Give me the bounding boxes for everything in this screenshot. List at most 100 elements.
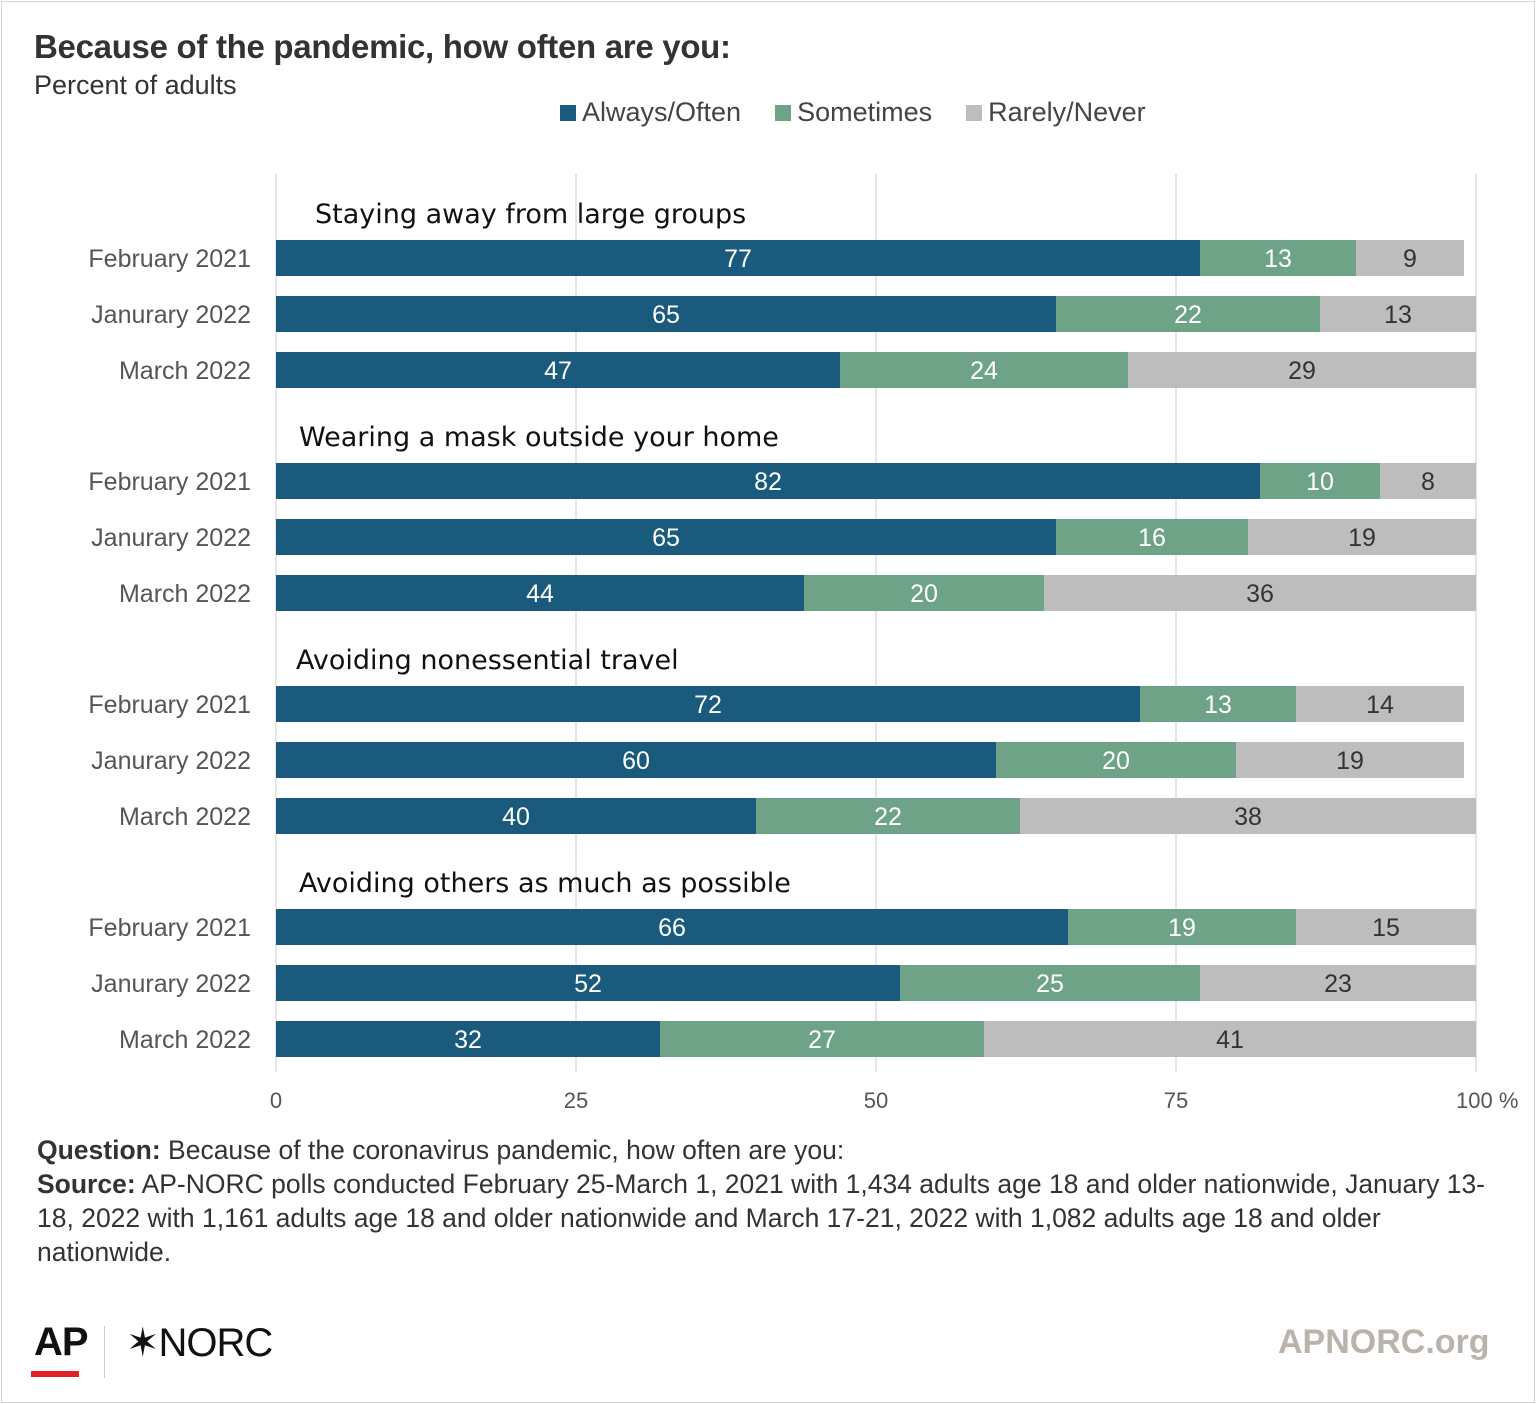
group-title: Wearing a mask outside your home <box>299 422 779 453</box>
legend-swatch-rarely-never <box>966 104 983 121</box>
bar-segment-sometimes <box>804 575 1044 611</box>
bar-segment-rarely-never <box>1200 965 1476 1001</box>
data-label: 24 <box>970 357 998 385</box>
row-label: Janurary 2022 <box>91 301 251 329</box>
question-label: Question: <box>37 1135 161 1165</box>
bar-segment-sometimes <box>756 798 1020 834</box>
row-label: February 2021 <box>88 468 251 496</box>
group-title: Avoiding others as much as possible <box>299 868 791 899</box>
bar-segment-sometimes <box>900 965 1200 1001</box>
bar-segment-sometimes <box>1260 463 1380 499</box>
bar-segment-sometimes <box>1056 519 1248 555</box>
legend-label-rarely-never: Rarely/Never <box>988 97 1146 127</box>
bar-segment-rarely-never <box>1044 575 1476 611</box>
data-label: 19 <box>1168 914 1196 942</box>
legend-label-always-often: Always/Often <box>582 97 742 127</box>
question-text: Because of the coronavirus pandemic, how… <box>160 1135 845 1165</box>
bar-segment-rarely-never <box>1296 909 1476 945</box>
data-label: 65 <box>652 524 680 552</box>
bar-segment-always-often <box>276 742 996 778</box>
bar-segment-rarely-never <box>1128 352 1476 388</box>
bar-segment-always-often <box>276 296 1056 332</box>
bar-segment-rarely-never <box>1248 519 1476 555</box>
bar-segment-rarely-never <box>1296 686 1464 722</box>
bar-segment-always-often <box>276 463 1260 499</box>
row-label: March 2022 <box>119 803 251 831</box>
logo-divider <box>104 1326 105 1378</box>
source-note: Source: AP-NORC polls conducted February… <box>37 1167 1497 1269</box>
data-label: 19 <box>1348 524 1376 552</box>
bar-segment-sometimes <box>840 352 1128 388</box>
source-text: AP-NORC polls conducted February 25-Marc… <box>37 1169 1486 1267</box>
group-title: Staying away from large groups <box>315 199 746 230</box>
bar-segment-always-often <box>276 686 1140 722</box>
data-label: 14 <box>1366 691 1394 719</box>
data-label: 52 <box>574 970 602 998</box>
data-label: 13 <box>1384 301 1412 329</box>
bar-segment-always-often <box>276 1021 660 1057</box>
chart-subtitle: Percent of adults <box>34 70 237 100</box>
bar-segment-rarely-never <box>984 1021 1476 1057</box>
source-label: Source: <box>37 1169 136 1199</box>
data-label: 60 <box>622 747 650 775</box>
bar-segment-rarely-never <box>1320 296 1476 332</box>
bar-segment-sometimes <box>1200 240 1356 276</box>
row-label: March 2022 <box>119 1026 251 1054</box>
ap-logo-underline <box>31 1371 79 1377</box>
x-tick-label: 75 <box>1164 1088 1188 1113</box>
data-label: 72 <box>694 691 722 719</box>
data-label: 23 <box>1324 970 1352 998</box>
chart-title: Because of the pandemic, how often are y… <box>34 28 731 65</box>
data-label: 29 <box>1288 357 1316 385</box>
chart-notes: Question: Because of the coronavirus pan… <box>37 1133 1497 1269</box>
data-label: 44 <box>526 580 554 608</box>
data-label: 15 <box>1372 914 1400 942</box>
legend-item-rarely-never: Rarely/Never <box>966 97 1146 128</box>
x-tick-label: 50 <box>864 1088 888 1113</box>
bar-segment-always-often <box>276 352 840 388</box>
data-label: 66 <box>658 914 686 942</box>
bar-segment-rarely-never <box>1380 463 1476 499</box>
bar-segment-always-often <box>276 909 1068 945</box>
bar-segment-sometimes <box>1068 909 1296 945</box>
data-label: 20 <box>910 580 938 608</box>
legend-item-always-often: Always/Often <box>560 97 741 128</box>
data-label: 65 <box>652 301 680 329</box>
bar-segment-always-often <box>276 965 900 1001</box>
bar-segment-always-often <box>276 798 756 834</box>
x-tick-label: 100 % <box>1456 1088 1518 1113</box>
legend-swatch-sometimes <box>775 104 792 121</box>
x-tick-label: 25 <box>564 1088 588 1113</box>
row-label: Janurary 2022 <box>91 970 251 998</box>
data-label: 41 <box>1216 1026 1244 1054</box>
bar-segment-sometimes <box>1056 296 1320 332</box>
legend: Always/Often Sometimes Rarely/Never <box>560 97 1180 128</box>
data-label: 77 <box>724 245 752 273</box>
data-label: 22 <box>1174 301 1202 329</box>
row-label: February 2021 <box>88 691 251 719</box>
row-label: Janurary 2022 <box>91 524 251 552</box>
data-label: 47 <box>544 357 572 385</box>
legend-item-sometimes: Sometimes <box>775 97 932 128</box>
row-label: February 2021 <box>88 914 251 942</box>
bar-segment-rarely-never <box>1356 240 1464 276</box>
data-label: 20 <box>1102 747 1130 775</box>
bar-segment-always-often <box>276 240 1200 276</box>
data-label: 36 <box>1246 580 1274 608</box>
data-label: 8 <box>1421 468 1435 496</box>
site-url: APNORC.org <box>1278 1323 1490 1361</box>
stacked-bar-chart: 0 25 50 75 100 % Staying away from large grou… <box>88 174 1518 1113</box>
data-label: 38 <box>1234 803 1262 831</box>
data-label: 25 <box>1036 970 1064 998</box>
group-title: Avoiding nonessential travel <box>296 645 679 676</box>
row-label: Janurary 2022 <box>91 747 251 775</box>
data-label: 32 <box>454 1026 482 1054</box>
data-label: 13 <box>1204 691 1232 719</box>
x-tick-label: 0 <box>270 1088 282 1113</box>
bar-segment-always-often <box>276 575 804 611</box>
legend-swatch-always-often <box>560 104 576 121</box>
question-note: Question: Because of the coronavirus pan… <box>37 1133 1497 1167</box>
data-label: 10 <box>1306 468 1334 496</box>
data-label: 16 <box>1138 524 1166 552</box>
